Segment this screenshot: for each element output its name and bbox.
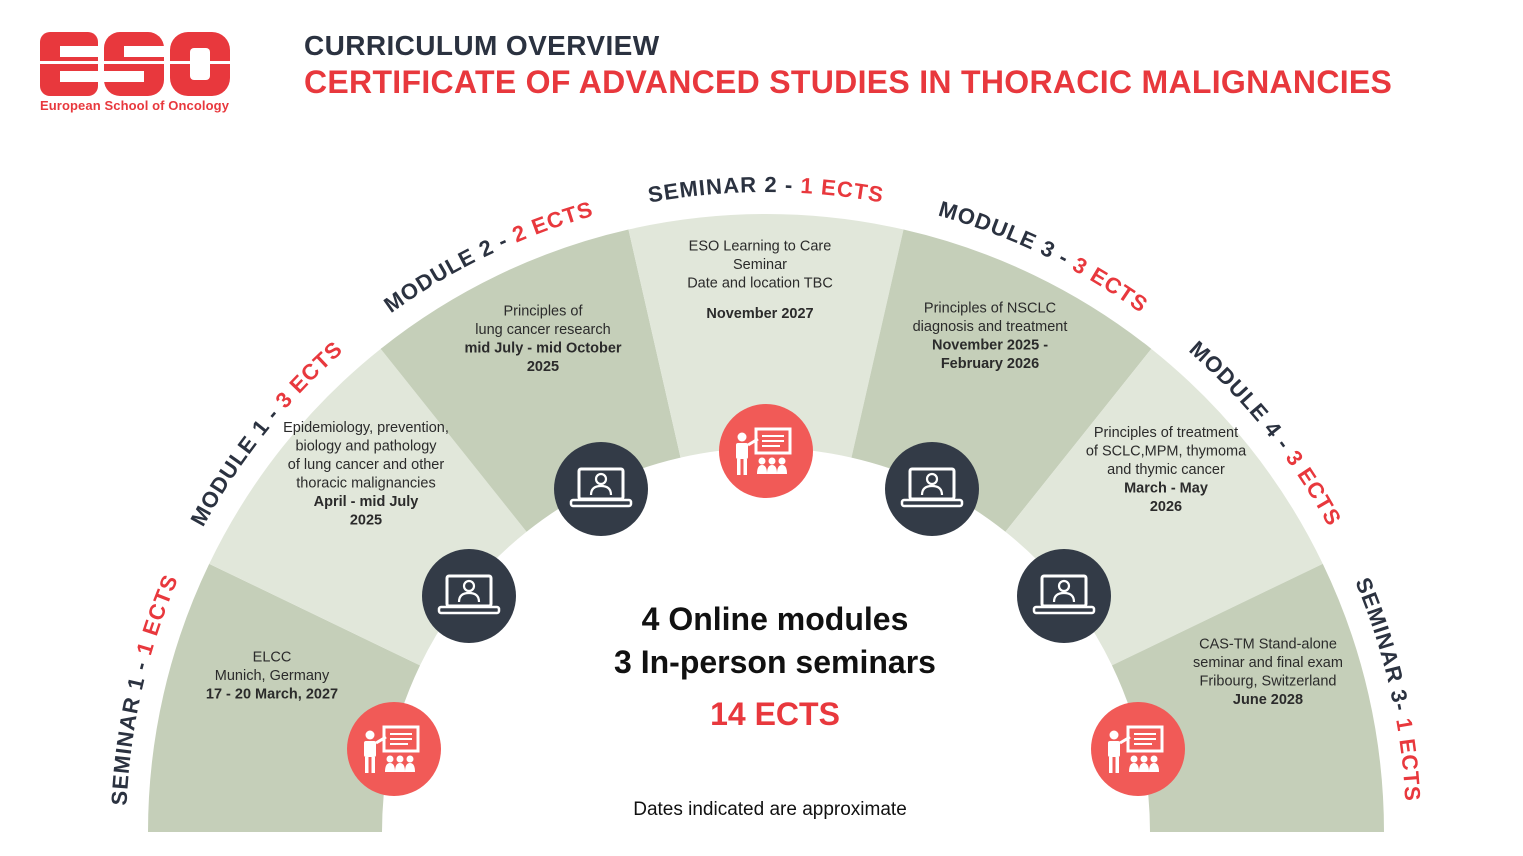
laptop-user-icon [1017, 549, 1111, 643]
segment-date: March - May [1124, 481, 1208, 497]
center-summary: 4 Online modules 3 In-person seminars 14… [614, 601, 936, 820]
center-seminars: 3 In-person seminars [614, 644, 936, 680]
presentation-icon [719, 404, 813, 498]
segment-ects: 1 ECTS [1391, 716, 1425, 802]
segment-date: February 2026 [941, 356, 1039, 372]
arc-icons [347, 404, 1185, 796]
eso-wordmark-icon [40, 32, 230, 96]
segment-date: April - mid July [314, 494, 419, 510]
segment-heading-label: SEMINAR 2 - [646, 172, 801, 208]
segment-date: mid July - mid October [464, 340, 621, 356]
arc-segment [628, 214, 904, 458]
segment-description: and thymic cancer [1107, 462, 1225, 478]
segment-description: diagnosis and treatment [913, 319, 1068, 335]
segment-ects: 1 ECTS [800, 173, 886, 208]
segment-description: Seminar [733, 257, 787, 273]
segment-description: Principles of [504, 303, 584, 319]
laptop-user-icon [422, 549, 516, 643]
laptop-user-icon [554, 442, 648, 536]
segment-date: November 2027 [706, 306, 813, 322]
segment-description: lung cancer research [475, 322, 610, 338]
footnote: Dates indicated are approximate [633, 799, 907, 820]
segment-description: of SCLC,MPM, thymoma [1086, 444, 1247, 460]
arc-texts: ELCC Munich, Germany 17 - 20 March, 2027 Ep… [206, 238, 1343, 708]
segment-date: November 2025 - [932, 337, 1048, 353]
segment-description: Munich, Germany [215, 668, 330, 684]
segment-date: June 2028 [1233, 692, 1303, 708]
segment-date: 2026 [1150, 499, 1182, 515]
segment-description: of lung cancer and other [288, 457, 445, 473]
presentation-icon [347, 702, 441, 796]
segment-description: Date and location TBC [687, 275, 833, 291]
presentation-icon [1091, 702, 1185, 796]
segment-heading-label: SEMINAR 1 - [107, 651, 156, 806]
segment-description: Fribourg, Switzerland [1200, 673, 1337, 689]
segment-description: seminar and final exam [1193, 655, 1343, 671]
segment-date: 2025 [527, 359, 559, 375]
segment-description: Principles of NSCLC [924, 300, 1056, 316]
page-title: CERTIFICATE OF ADVANCED STUDIES IN THORA… [304, 64, 1393, 100]
segment-date: 17 - 20 March, 2027 [206, 687, 338, 703]
center-modules: 4 Online modules [642, 601, 909, 637]
segment-ects: 2 ECTS [509, 196, 596, 247]
segment-ects: 1 ECTS [131, 571, 183, 658]
segment-description: Principles of treatment [1094, 425, 1238, 441]
segment-description: ESO Learning to Care [689, 238, 832, 254]
segment-heading: SEMINAR 2 - 1 ECTS [646, 172, 886, 208]
page-kicker: CURRICULUM OVERVIEW [304, 30, 660, 61]
segment-description: thoracic malignancies [296, 475, 435, 491]
segment-description: Epidemiology, prevention, [283, 420, 449, 436]
segment-description: biology and pathology [295, 438, 437, 454]
logo-subtitle: European School of Oncology [40, 98, 230, 113]
laptop-user-icon [885, 442, 979, 536]
segment-description: CAS-TM Stand-alone [1199, 636, 1337, 652]
center-total-ects: 14 ECTS [710, 696, 840, 732]
segment-description: ELCC [253, 650, 292, 666]
eso-logo: European School of Oncology [38, 30, 238, 120]
segment-date: 2025 [350, 512, 382, 528]
